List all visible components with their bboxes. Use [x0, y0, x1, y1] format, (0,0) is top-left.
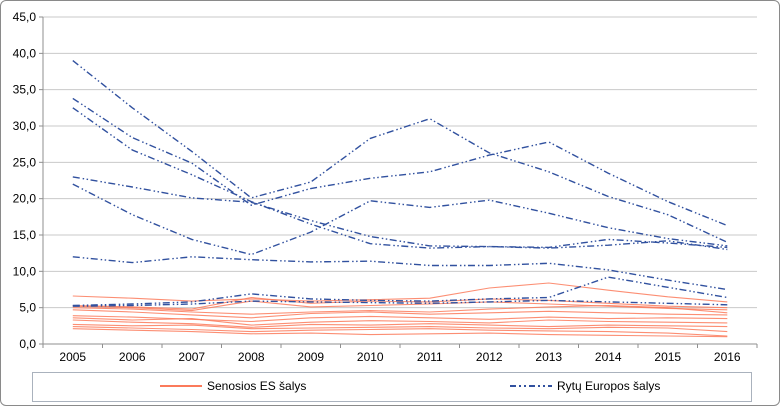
x-tick-label: 2008 [238, 350, 265, 364]
legend: Senosios ES šalys Rytų Europos šalys [32, 372, 752, 402]
x-tick-label: 2006 [119, 350, 146, 364]
y-tick-label: 5,0 [19, 301, 36, 315]
series-line-east-eu [72, 299, 728, 307]
series-line-old-eu [72, 323, 728, 333]
x-tick-label: 2009 [297, 350, 324, 364]
x-tick-label: 2015 [654, 350, 681, 364]
series-line-old-eu [72, 309, 728, 319]
legend-label-old-eu: Senosios ES šalys [207, 379, 307, 393]
x-tick-label: 2010 [357, 350, 384, 364]
legend-label-east-eu: Rytų Europos šalys [557, 379, 661, 393]
series-line-old-eu [72, 304, 728, 315]
series-line-old-eu [72, 296, 728, 310]
line-chart: 0,0 5,0 10,0 15,0 20,0 25,0 30,0 35,0 40,0 45,0 20… [13, 10, 758, 364]
y-tick-label: 45,0 [13, 10, 37, 24]
series-line-old-eu [72, 300, 728, 312]
y-tick-label: 0,0 [19, 337, 36, 351]
x-tick-label: 2011 [417, 350, 443, 364]
x-tick-label: 2014 [595, 350, 622, 364]
y-tick-label: 15,0 [13, 228, 37, 242]
series-line-old-eu [72, 326, 728, 337]
y-tick-label: 10,0 [13, 264, 37, 278]
x-tick-label: 2016 [714, 350, 741, 364]
series-line-old-eu [72, 319, 728, 328]
x-tick-label: 2013 [535, 350, 562, 364]
plot-area: 0,0 5,0 10,0 15,0 20,0 25,0 30,0 35,0 40,0 45,0 20… [1, 1, 779, 369]
legend-entry-old-eu: Senosios ES šalys [160, 373, 306, 399]
x-tick-label: 2012 [476, 350, 503, 364]
series-line-east-eu [72, 176, 728, 251]
x-tick-label: 2007 [178, 350, 205, 364]
y-tick-label: 30,0 [13, 119, 37, 133]
series-line-old-eu [72, 328, 728, 338]
series-line-east-eu [72, 276, 728, 307]
y-tick-label: 40,0 [13, 46, 37, 60]
y-tick-label: 20,0 [13, 192, 37, 206]
x-tick-label: 2005 [59, 350, 86, 364]
series-line-east-eu [72, 60, 728, 243]
y-tick-label: 35,0 [13, 83, 37, 97]
series-line-old-eu [72, 317, 728, 326]
legend-entry-east-eu: Rytų Europos šalys [510, 373, 660, 399]
series-line-east-eu [72, 256, 728, 291]
series-line-east-eu [72, 107, 728, 249]
series-line-east-eu [72, 97, 728, 227]
y-tick-label: 25,0 [13, 155, 37, 169]
series-line-old-eu [72, 282, 728, 303]
